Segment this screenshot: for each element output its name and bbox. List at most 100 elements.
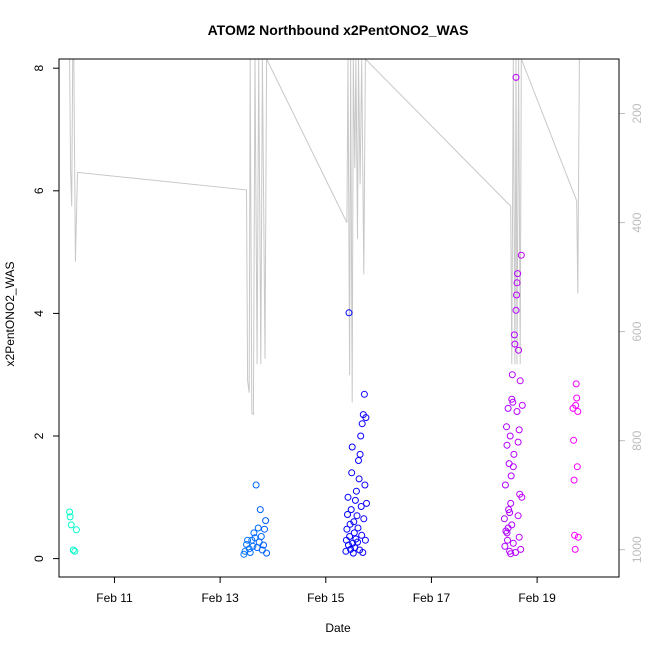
data-point bbox=[503, 529, 511, 537]
data-point bbox=[249, 542, 257, 550]
data-point bbox=[515, 533, 523, 541]
scatter-points bbox=[66, 73, 582, 558]
data-point bbox=[360, 515, 368, 523]
data-point bbox=[346, 533, 354, 540]
data-point bbox=[516, 377, 524, 385]
data-point bbox=[504, 404, 512, 412]
data-point bbox=[508, 395, 516, 403]
x-tick-label: Feb 15 bbox=[307, 591, 345, 605]
data-point bbox=[503, 441, 511, 449]
data-point bbox=[69, 546, 77, 554]
data-point bbox=[251, 534, 259, 542]
data-point bbox=[361, 481, 369, 489]
data-point bbox=[67, 521, 75, 529]
y-tick-label: 4 bbox=[32, 310, 46, 317]
data-point bbox=[507, 550, 515, 558]
data-point bbox=[514, 438, 522, 446]
data-point bbox=[517, 251, 525, 259]
data-point bbox=[511, 340, 519, 348]
data-point bbox=[261, 525, 268, 533]
data-point bbox=[505, 506, 513, 514]
data-point bbox=[514, 270, 522, 278]
data-point bbox=[360, 390, 368, 398]
data-point bbox=[510, 450, 518, 458]
data-point bbox=[515, 426, 523, 434]
data-point bbox=[512, 549, 519, 556]
data-point bbox=[501, 481, 509, 489]
data-point bbox=[254, 524, 262, 532]
data-point bbox=[351, 496, 359, 504]
data-point bbox=[347, 506, 355, 514]
data-point bbox=[357, 503, 365, 510]
data-point bbox=[354, 538, 361, 546]
data-point bbox=[358, 531, 366, 539]
data-point bbox=[509, 463, 517, 471]
data-point bbox=[512, 73, 520, 81]
data-point bbox=[513, 279, 521, 287]
x-axis-label: Date bbox=[325, 621, 351, 635]
data-point bbox=[256, 506, 264, 514]
data-point bbox=[357, 432, 365, 440]
data-point bbox=[572, 380, 580, 388]
data-point bbox=[571, 531, 579, 539]
data-point bbox=[509, 539, 517, 547]
data-point bbox=[355, 475, 363, 483]
data-point bbox=[262, 517, 270, 525]
data-point bbox=[361, 536, 369, 544]
data-point bbox=[500, 515, 508, 523]
plot-frame bbox=[58, 58, 620, 578]
data-point bbox=[508, 371, 516, 379]
data-point bbox=[356, 450, 364, 458]
x-tick-label: Feb 19 bbox=[518, 591, 556, 605]
chart-title: ATOM2 Northbound x2PentONO2_WAS bbox=[208, 22, 469, 38]
line-series bbox=[69, 57, 580, 416]
data-point bbox=[345, 541, 352, 549]
data-point bbox=[362, 414, 370, 422]
data-point bbox=[506, 432, 514, 440]
right-y-tick-label: 800 bbox=[630, 430, 644, 450]
data-point bbox=[512, 306, 520, 314]
data-point bbox=[518, 401, 526, 409]
data-point bbox=[252, 481, 260, 489]
data-point bbox=[505, 460, 513, 468]
data-point bbox=[515, 346, 523, 354]
data-point bbox=[573, 463, 581, 471]
data-point bbox=[352, 487, 360, 495]
data-point bbox=[358, 420, 366, 428]
data-point bbox=[509, 398, 517, 406]
data-point bbox=[572, 401, 580, 409]
right-y-tick-label: 600 bbox=[630, 321, 644, 341]
data-point bbox=[363, 499, 370, 507]
data-point bbox=[348, 443, 356, 451]
y-tick-label: 6 bbox=[32, 187, 46, 194]
data-point bbox=[503, 423, 510, 431]
data-point bbox=[260, 541, 267, 549]
data-point bbox=[246, 549, 254, 556]
data-point bbox=[342, 547, 350, 555]
data-point bbox=[345, 309, 353, 317]
data-point bbox=[343, 525, 351, 533]
data-point bbox=[573, 394, 581, 402]
data-point bbox=[72, 526, 80, 534]
data-point bbox=[514, 512, 522, 520]
data-point bbox=[240, 550, 248, 558]
data-point bbox=[244, 536, 252, 544]
data-point bbox=[354, 524, 362, 532]
data-point bbox=[507, 499, 515, 507]
data-point bbox=[504, 524, 512, 532]
data-point bbox=[350, 518, 358, 526]
data-point bbox=[263, 549, 271, 557]
right-y-tick-label: 400 bbox=[630, 212, 644, 232]
data-point bbox=[359, 549, 367, 556]
right-y-tick-label: 1000 bbox=[630, 536, 644, 563]
data-point bbox=[250, 529, 258, 537]
data-point bbox=[66, 508, 74, 516]
data-point bbox=[507, 472, 515, 480]
data-point bbox=[501, 542, 509, 550]
data-point bbox=[574, 408, 582, 415]
data-point bbox=[344, 511, 351, 518]
line-series-path bbox=[69, 57, 580, 416]
data-point bbox=[518, 493, 526, 501]
data-point bbox=[513, 408, 521, 415]
